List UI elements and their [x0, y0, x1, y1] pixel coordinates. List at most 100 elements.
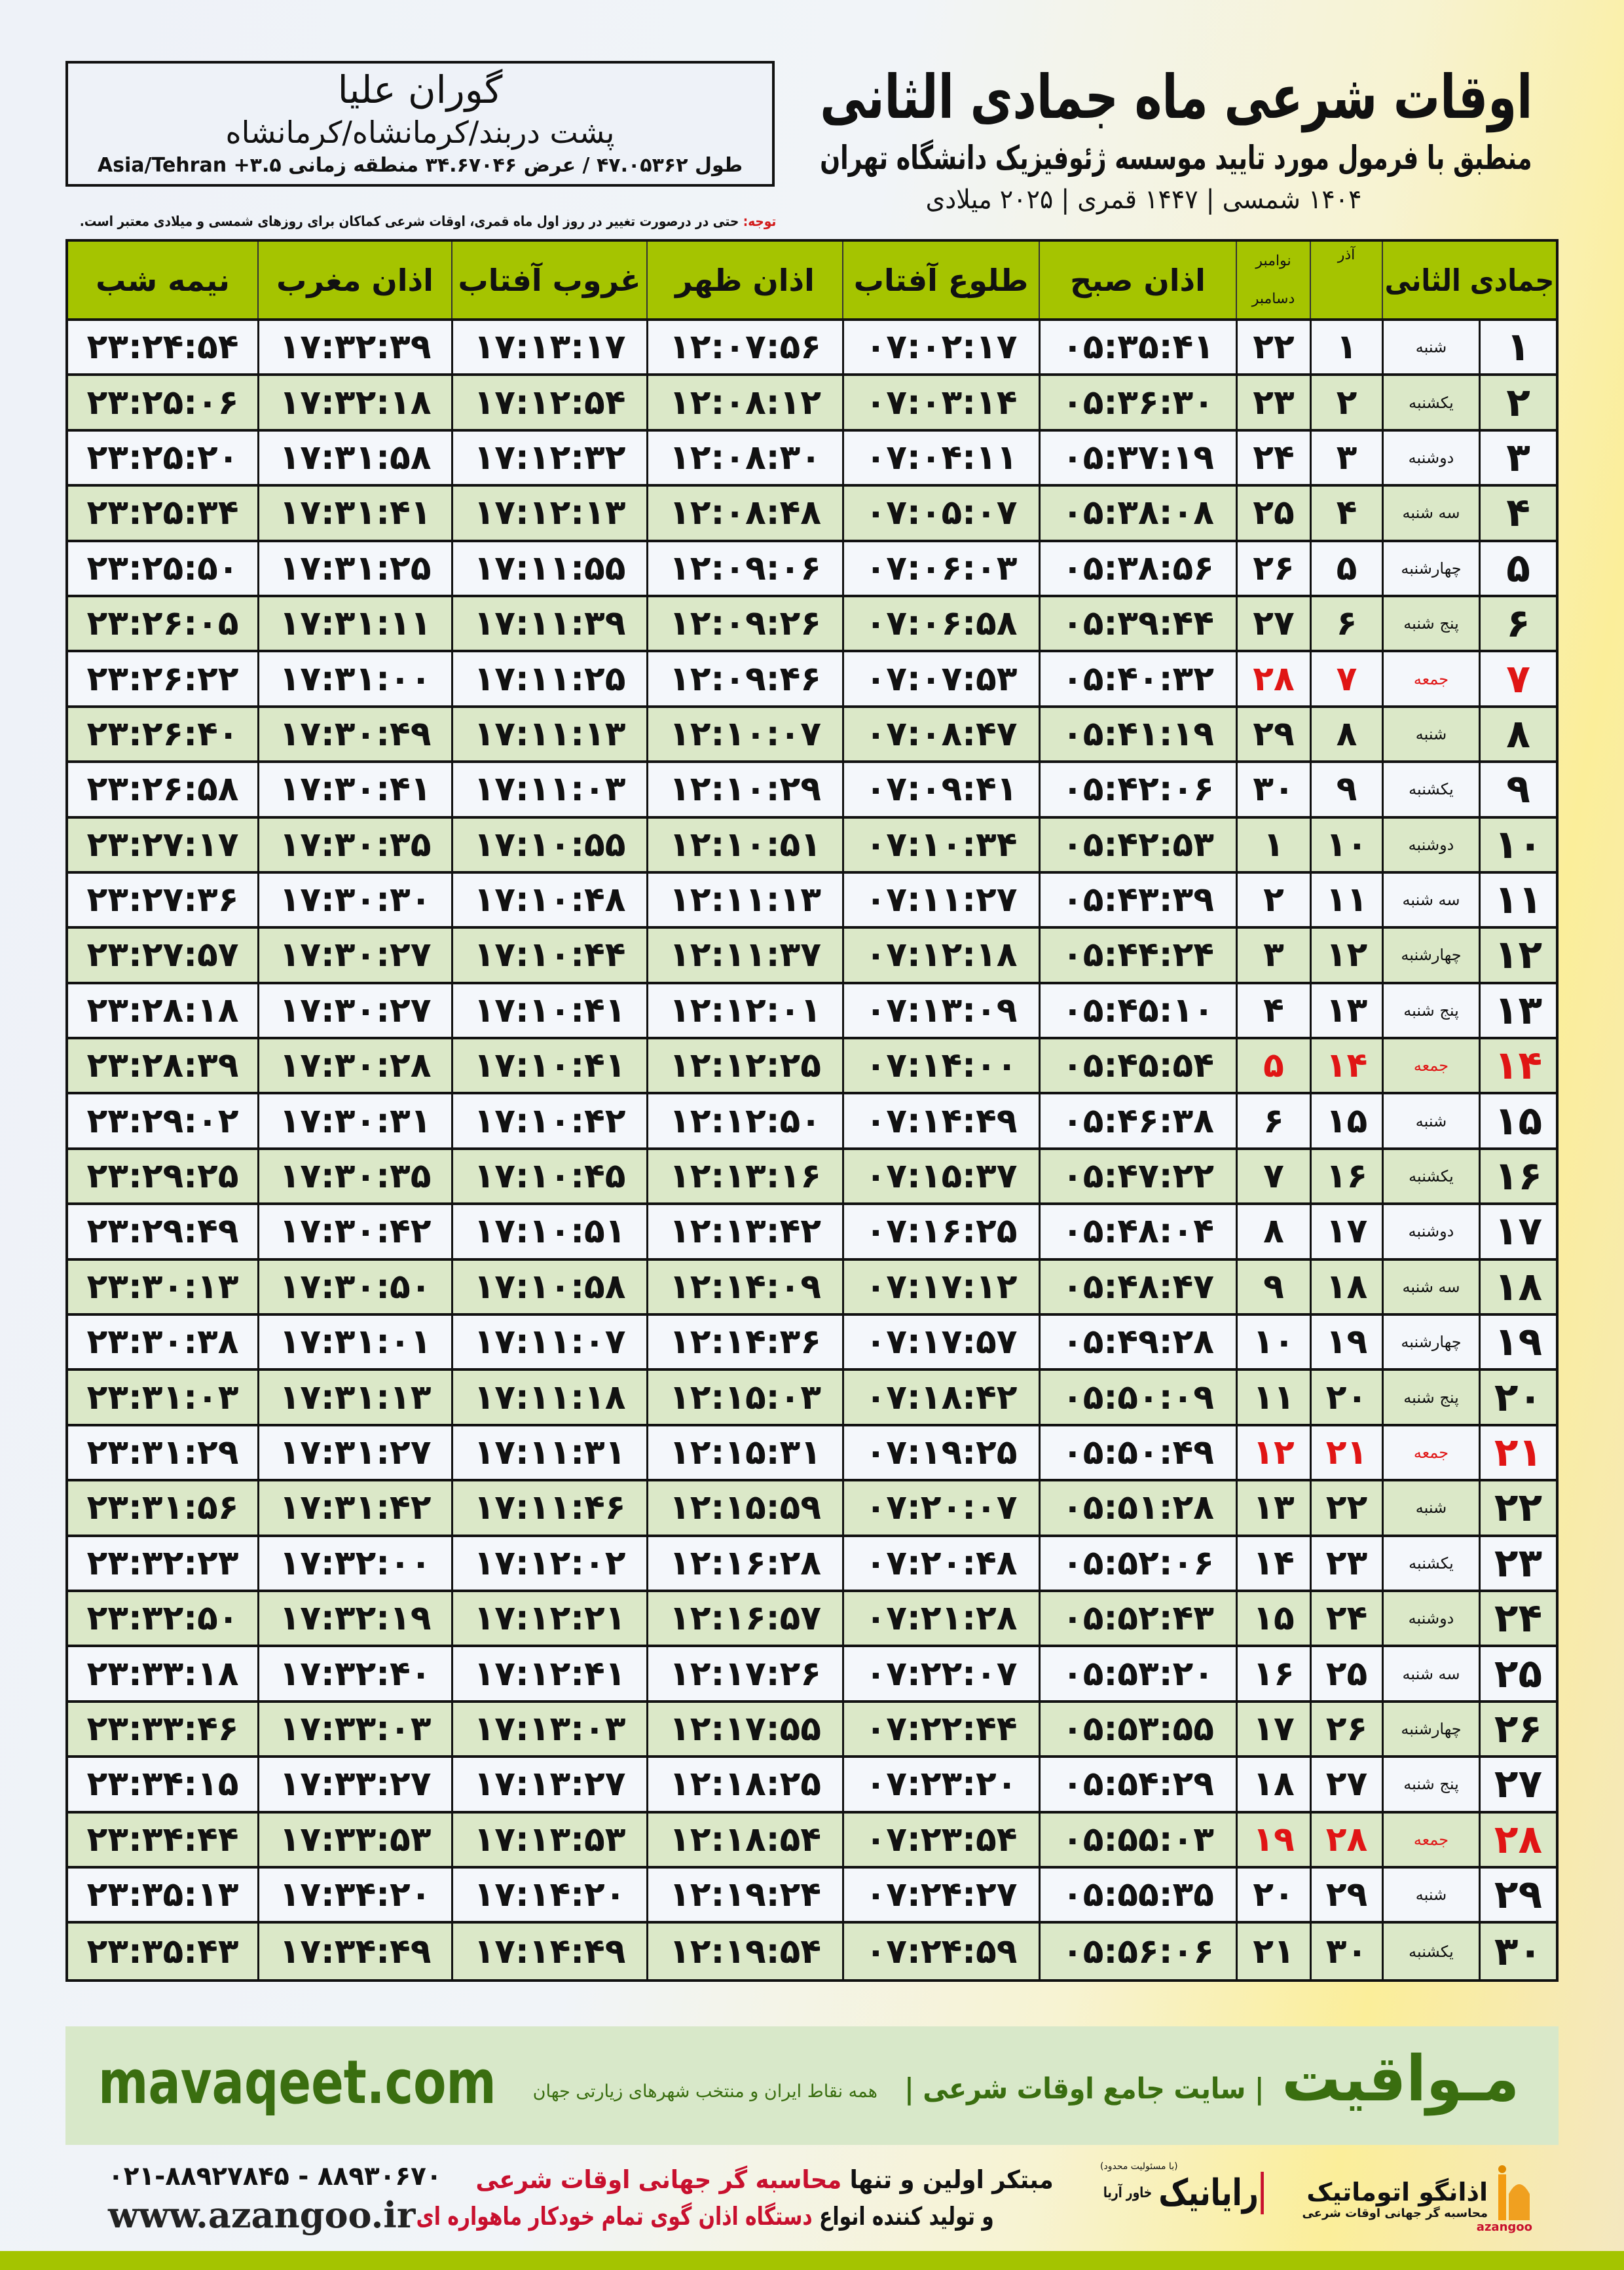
cell-tolu: ۰۷:۰۷:۵۳: [842, 652, 1039, 705]
cell-gregorian-day: ۲۵: [1236, 487, 1310, 540]
cell-ghorub: ۱۷:۱۱:۰۷: [451, 1316, 646, 1369]
cell-sobh: ۰۵:۵۱:۲۸: [1039, 1481, 1236, 1535]
table-row: ۲۳:۲۵:۰۶ ۱۷:۳۲:۱۸ ۱۷:۱۲:۵۴ ۱۲:۰۸:۱۲ ۰۷:۰۳:۱۴…: [68, 376, 1556, 432]
cell-ghorub: ۱۷:۱۴:۴۹: [451, 1924, 646, 1979]
cell-nimeh: ۲۳:۳۳:۱۸: [86, 1654, 239, 1694]
cell-tolu: ۰۷:۲۰:۴۸: [842, 1536, 1039, 1590]
cell-sobh: ۰۵:۳۷:۱۹: [1039, 431, 1236, 485]
page-subtitle: منطبق با فرمول مورد تایید موسسه ژئوفیزیک…: [820, 139, 1532, 177]
cell-hijri-day: ۲۷: [1479, 1758, 1556, 1811]
cell-ghorub: ۱۷:۱۲:۳۲: [451, 431, 646, 485]
cell-gregorian-day: ۲: [1236, 873, 1310, 927]
cell-azar-day: ۱۱: [1310, 873, 1382, 927]
header-maghreb: اذان مغرب: [257, 242, 451, 318]
mosque-dome-icon: [1498, 2165, 1530, 2220]
cell-azar-day: ۹: [1310, 763, 1382, 816]
cell-azar-day: ۲۴: [1310, 1591, 1382, 1645]
cell-hijri-day: ۲۶: [1479, 1702, 1556, 1756]
azangoo-logo: اذانگو اتوماتیک محاسبه گر جهانی اوقات شر…: [1283, 2155, 1532, 2240]
cell-nimeh: ۲۳:۳۱:۰۳: [86, 1377, 239, 1417]
cell-ghorub: ۱۷:۱۳:۰۳: [451, 1702, 646, 1756]
cell-zohr: ۱۲:۱۹:۵۴: [646, 1924, 842, 1979]
cell-nimeh: ۲۳:۳۲:۲۳: [86, 1543, 239, 1583]
cell-nimeh: ۲۳:۳۰:۳۸: [86, 1322, 239, 1362]
location-region: پشت دربند/کرمانشاه/کرمانشاه: [225, 115, 615, 150]
cell-zohr: ۱۲:۱۶:۵۷: [646, 1591, 842, 1645]
cell-sobh: ۰۵:۵۰:۰۹: [1039, 1371, 1236, 1424]
cell-zohr: ۱۲:۰۸:۳۰: [646, 431, 842, 485]
cell-nimeh: ۲۳:۲۶:۰۵: [86, 604, 239, 644]
cell-sobh: ۰۵:۵۵:۳۵: [1039, 1868, 1236, 1922]
cell-weekday: سه شنبه: [1382, 487, 1479, 540]
table-row: ۲۳:۲۹:۴۹ ۱۷:۳۰:۴۲ ۱۷:۱۰:۵۱ ۱۲:۱۳:۴۲ ۰۷:۱۶:۲۵…: [68, 1205, 1556, 1261]
cell-maghreb: ۱۷:۳۱:۲۵: [257, 542, 451, 595]
promo-text: مبتکر اولین و تنها محاسبه گر جهانی اوقات…: [416, 2161, 1074, 2235]
cell-maghreb: ۱۷:۳۲:۱۸: [257, 376, 451, 429]
cell-hijri-day: ۲۸: [1479, 1813, 1556, 1866]
table-row: ۲۳:۳۳:۴۶ ۱۷:۳۳:۰۳ ۱۷:۱۳:۰۳ ۱۲:۱۷:۵۵ ۰۷:۲۲:۴۴…: [68, 1702, 1556, 1758]
cell-gregorian-day: ۲۲: [1236, 321, 1310, 374]
cell-zohr: ۱۲:۱۷:۵۵: [646, 1702, 842, 1756]
cell-ghorub: ۱۷:۱۳:۵۳: [451, 1813, 646, 1866]
cell-weekday: دوشنبه: [1382, 431, 1479, 485]
location-box: گوران علیا پشت دربند/کرمانشاه/کرمانشاه ط…: [65, 61, 775, 187]
cell-gregorian-day: ۱۰: [1236, 1316, 1310, 1369]
cell-nimeh: ۲۳:۳۵:۴۳: [86, 1931, 239, 1971]
cell-maghreb: ۱۷:۳۰:۳۵: [257, 1149, 451, 1203]
cell-azar-day: ۶: [1310, 597, 1382, 650]
cell-zohr: ۱۲:۱۵:۳۱: [646, 1426, 842, 1479]
cell-maghreb: ۱۷:۳۲:۳۹: [257, 321, 451, 374]
header-azar: آذر: [1310, 242, 1382, 318]
cell-gregorian-day: ۱۹: [1236, 1813, 1310, 1866]
promo-line2: و تولید کننده انواع دستگاه اذان گوی تمام…: [416, 2198, 1074, 2235]
cell-ghorub: ۱۷:۱۰:۴۲: [451, 1094, 646, 1147]
cell-ghorub: ۱۷:۱۰:۵۱: [451, 1205, 646, 1258]
cell-azar-day: ۲۱: [1310, 1426, 1382, 1479]
cell-zohr: ۱۲:۱۹:۲۴: [646, 1868, 842, 1922]
cell-azar-day: ۲۷: [1310, 1758, 1382, 1811]
cell-maghreb: ۱۷:۳۲:۴۰: [257, 1647, 451, 1700]
cell-maghreb: ۱۷:۳۱:۵۸: [257, 431, 451, 485]
azangoo-link[interactable]: www.azangoo.ir: [108, 2194, 416, 2236]
table-row: ۲۳:۲۷:۵۷ ۱۷:۳۰:۲۷ ۱۷:۱۰:۴۴ ۱۲:۱۱:۳۷ ۰۷:۱۲:۱۸…: [68, 929, 1556, 984]
promo-line1-b: محاسبه گر جهانی اوقات شرعی: [475, 2165, 842, 2194]
table-row: ۲۳:۳۱:۵۶ ۱۷:۳۱:۴۲ ۱۷:۱۱:۴۶ ۱۲:۱۵:۵۹ ۰۷:۲۰:۰۷…: [68, 1481, 1556, 1537]
cell-maghreb: ۱۷:۳۴:۴۹: [257, 1924, 451, 1979]
banner-tagline: | سایت جامع اوقات شرعی |: [904, 2072, 1264, 2106]
site-link[interactable]: mavaqeet.com: [98, 2047, 496, 2117]
cell-ghorub: ۱۷:۱۱:۱۸: [451, 1371, 646, 1424]
cell-zohr: ۱۲:۰۸:۱۲: [646, 376, 842, 429]
cell-hijri-day: ۹: [1479, 763, 1556, 816]
cell-gregorian-day: ۲۶: [1236, 542, 1310, 595]
cell-maghreb: ۱۷:۳۰:۳۰: [257, 873, 451, 927]
cell-azar-day: ۱۲: [1310, 929, 1382, 982]
table-row: ۲۳:۳۵:۴۳ ۱۷:۳۴:۴۹ ۱۷:۱۴:۴۹ ۱۲:۱۹:۵۴ ۰۷:۲۴:۵۹…: [68, 1924, 1556, 1979]
cell-ghorub: ۱۷:۱۰:۴۸: [451, 873, 646, 927]
location-name: گوران علیا: [337, 67, 503, 112]
table-row: ۲۳:۲۶:۵۸ ۱۷:۳۰:۴۱ ۱۷:۱۱:۰۳ ۱۲:۱۰:۲۹ ۰۷:۰۹:۴۱…: [68, 763, 1556, 819]
cell-nimeh: ۲۳:۲۸:۱۸: [86, 990, 239, 1030]
cell-gregorian-day: ۱: [1236, 818, 1310, 871]
table-row: ۲۳:۲۸:۳۹ ۱۷:۳۰:۲۸ ۱۷:۱۰:۴۱ ۱۲:۱۲:۲۵ ۰۷:۱۴:۰۰…: [68, 1039, 1556, 1095]
cell-sobh: ۰۵:۴۲:۰۶: [1039, 763, 1236, 816]
table-row: ۲۳:۳۱:۰۳ ۱۷:۳۱:۱۳ ۱۷:۱۱:۱۸ ۱۲:۱۵:۰۳ ۰۷:۱۸:۴۲…: [68, 1371, 1556, 1426]
cell-weekday: جمعه: [1382, 652, 1479, 705]
cell-weekday: پنج شنبه: [1382, 1758, 1479, 1811]
cell-nimeh: ۲۳:۲۷:۵۷: [86, 935, 239, 975]
azangoo-name: اذانگو اتوماتیک: [1306, 2178, 1488, 2206]
cell-hijri-day: ۷: [1479, 652, 1556, 705]
cell-tolu: ۰۷:۲۴:۲۷: [842, 1868, 1039, 1922]
cell-hijri-day: ۲۵: [1479, 1647, 1556, 1700]
cell-weekday: جمعه: [1382, 1426, 1479, 1479]
cell-weekday: چهارشنبه: [1382, 929, 1479, 982]
cell-ghorub: ۱۷:۱۲:۴۱: [451, 1647, 646, 1700]
cell-maghreb: ۱۷:۳۰:۴۱: [257, 763, 451, 816]
table-row: ۲۳:۳۰:۱۳ ۱۷:۳۰:۵۰ ۱۷:۱۰:۵۸ ۱۲:۱۴:۰۹ ۰۷:۱۷:۱۲…: [68, 1260, 1556, 1316]
cell-gregorian-day: ۴: [1236, 984, 1310, 1037]
cell-nimeh: ۲۳:۲۶:۲۲: [86, 659, 239, 699]
cell-gregorian-day: ۱۵: [1236, 1591, 1310, 1645]
cell-gregorian-day: ۱۸: [1236, 1758, 1310, 1811]
cell-maghreb: ۱۷:۳۰:۳۵: [257, 818, 451, 871]
cell-ghorub: ۱۷:۱۲:۰۲: [451, 1536, 646, 1590]
cell-zohr: ۱۲:۱۵:۰۳: [646, 1371, 842, 1424]
